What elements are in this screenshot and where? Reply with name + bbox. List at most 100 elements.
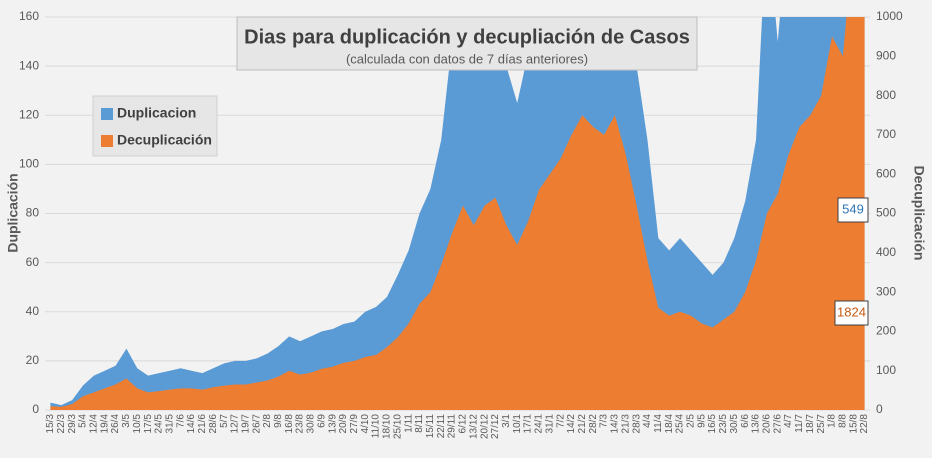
x-tick-label: 29/11 xyxy=(447,414,458,439)
annotation-box xyxy=(834,300,869,326)
x-tick-label: 15/11 xyxy=(425,414,436,439)
y2-tick-label: 500 xyxy=(876,206,896,220)
x-tick-label: 14/6 xyxy=(186,414,197,434)
x-tick-label: 17/1 xyxy=(523,414,534,434)
x-tick-label: 4/7 xyxy=(783,414,794,428)
x-tick-label: 20/12 xyxy=(479,414,490,439)
y2-axis-label: Decuplicación xyxy=(911,166,927,261)
x-tick-label: 18/7 xyxy=(805,414,816,434)
y2-tick-label: 1000 xyxy=(876,9,903,23)
x-tick-label: 21/6 xyxy=(197,414,208,434)
x-tick-label: 16/5 xyxy=(707,414,718,434)
x-tick-label: 7/6 xyxy=(175,414,186,428)
x-tick-label: 22/3 xyxy=(56,414,67,434)
annotation: 1824 xyxy=(837,304,866,319)
y-tick-label: 60 xyxy=(26,255,40,269)
x-tick-label: 7/3 xyxy=(599,414,610,428)
y-tick-label: 140 xyxy=(19,58,39,72)
x-tick-label: 20/9 xyxy=(338,414,349,434)
x-tick-label: 3/1 xyxy=(501,414,512,428)
x-tick-label: 19/7 xyxy=(240,414,251,434)
x-tick-label: 9/8 xyxy=(273,414,284,428)
x-tick-label: 31/5 xyxy=(164,414,175,434)
x-tick-label: 4/10 xyxy=(360,414,371,434)
x-tick-label: 5/7 xyxy=(219,414,230,428)
x-tick-label: 12/4 xyxy=(88,414,99,434)
x-tick-label: 2/5 xyxy=(686,414,697,428)
x-tick-label: 13/9 xyxy=(327,414,338,434)
x-tick-label: 25/10 xyxy=(392,414,403,439)
annotation: 549 xyxy=(842,201,864,216)
chart-subtitle: (calculada con datos de 7 días anteriore… xyxy=(346,51,588,66)
y-tick-label: 0 xyxy=(32,402,39,416)
y-tick-label: 80 xyxy=(26,206,40,220)
x-tick-label: 28/2 xyxy=(588,414,599,434)
x-tick-label: 23/5 xyxy=(718,414,729,434)
y-tick-label: 100 xyxy=(19,157,39,171)
legend-swatch xyxy=(101,135,113,147)
legend-label: Decuplicación xyxy=(117,132,212,148)
y2-tick-label: 0 xyxy=(876,402,883,416)
y2-tick-label: 300 xyxy=(876,284,896,298)
y2-tick-label: 200 xyxy=(876,324,896,338)
y-tick-label: 160 xyxy=(19,9,39,23)
x-tick-label: 10/5 xyxy=(132,414,143,434)
y2-tick-label: 900 xyxy=(876,48,896,62)
x-tick-label: 28/6 xyxy=(208,414,219,434)
y-tick-label: 40 xyxy=(26,304,40,318)
x-tick-label: 6/12 xyxy=(458,414,469,434)
x-tick-label: 21/3 xyxy=(620,414,631,434)
x-tick-label: 13/12 xyxy=(468,414,479,439)
y-tick-label: 120 xyxy=(19,107,39,121)
x-tick-label: 11/10 xyxy=(371,414,382,439)
x-tick-label: 8/11 xyxy=(414,414,425,433)
legend-label: Duplicacion xyxy=(117,105,196,121)
x-tick-label: 8/8 xyxy=(838,414,849,428)
x-tick-label: 10/1 xyxy=(512,414,523,434)
x-tick-label: 14/2 xyxy=(566,414,577,434)
x-tick-label: 11/7 xyxy=(794,414,805,433)
x-tick-label: 26/4 xyxy=(110,414,121,434)
x-tick-label: 17/5 xyxy=(143,414,154,434)
x-tick-label: 31/1 xyxy=(544,414,555,434)
x-tick-label: 11/4 xyxy=(653,414,664,433)
y-axis-label: Duplicación xyxy=(5,173,21,252)
area xyxy=(50,17,865,410)
x-tick-label: 18/10 xyxy=(382,414,393,439)
x-tick-label: 1/8 xyxy=(827,414,838,428)
x-tick-label: 29/3 xyxy=(67,414,78,434)
title-box xyxy=(236,16,698,71)
x-tick-label: 27/12 xyxy=(490,414,501,439)
x-tick-label: 27/6 xyxy=(772,414,783,434)
x-tick-label: 25/4 xyxy=(675,414,686,434)
legend-swatch xyxy=(101,108,113,120)
legend-box xyxy=(92,95,218,157)
x-tick-label: 30/8 xyxy=(306,414,317,434)
y2-tick-label: 700 xyxy=(876,127,896,141)
annotation-box xyxy=(837,197,869,223)
x-tick-label: 1/11 xyxy=(403,414,414,433)
x-tick-label: 27/9 xyxy=(349,414,360,434)
x-tick-label: 25/7 xyxy=(816,414,827,434)
x-tick-label: 5/4 xyxy=(78,414,89,428)
x-tick-label: 14/3 xyxy=(610,414,621,434)
x-tick-label: 6/9 xyxy=(316,414,327,428)
x-tick-label: 28/3 xyxy=(631,414,642,434)
x-tick-label: 21/2 xyxy=(577,414,588,434)
x-tick-label: 6/6 xyxy=(740,414,751,428)
x-tick-label: 15/3 xyxy=(45,414,56,434)
x-tick-label: 24/5 xyxy=(154,414,165,434)
x-tick-label: 30/5 xyxy=(729,414,740,434)
y2-tick-label: 800 xyxy=(876,88,896,102)
y2-tick-label: 100 xyxy=(876,363,896,377)
x-tick-label: 23/8 xyxy=(295,414,306,434)
x-tick-label: 16/8 xyxy=(284,414,295,434)
x-tick-label: 24/1 xyxy=(534,414,545,434)
x-tick-label: 2/8 xyxy=(262,414,273,428)
x-tick-label: 20/6 xyxy=(762,414,773,434)
x-tick-label: 19/4 xyxy=(99,414,110,434)
x-tick-label: 9/5 xyxy=(696,414,707,428)
x-tick-label: 15/8 xyxy=(848,414,859,434)
x-tick-label: 7/2 xyxy=(555,414,566,428)
